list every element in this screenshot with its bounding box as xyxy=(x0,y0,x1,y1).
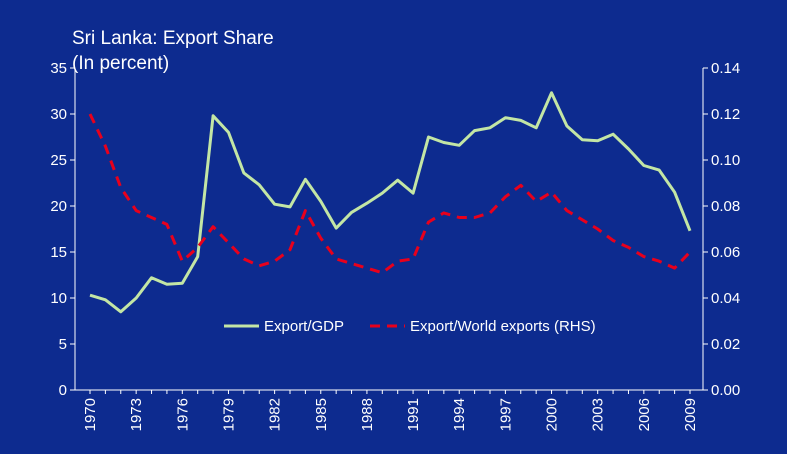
x-tick-label: 1988 xyxy=(359,398,376,431)
x-tick-label: 1973 xyxy=(128,398,145,431)
right-tick-label: 0.04 xyxy=(711,290,740,307)
right-tick-label: 0.14 xyxy=(711,60,740,77)
x-tick-label: 1982 xyxy=(267,398,284,431)
x-tick-label: 1976 xyxy=(174,398,191,431)
left-tick-label: 15 xyxy=(50,244,67,261)
x-tick-label: 2003 xyxy=(590,398,607,431)
chart-title: Sri Lanka: Export Share xyxy=(72,28,274,49)
chart-legend: Export/GDP Export/World exports (RHS) xyxy=(224,318,596,335)
x-tick-label: 1979 xyxy=(220,398,237,431)
chart-subtitle: (In percent) xyxy=(72,53,170,74)
series-line-2 xyxy=(88,113,692,275)
left-tick-label: 10 xyxy=(50,290,67,307)
left-tick-label: 30 xyxy=(50,106,67,123)
right-tick-label: 0.02 xyxy=(711,336,740,353)
x-tick-label: 1970 xyxy=(82,398,99,431)
legend-label: Export/GDP xyxy=(264,318,344,335)
x-tick-label: 1994 xyxy=(451,398,468,431)
left-tick-label: 20 xyxy=(50,198,67,215)
chart-axes: 0 5 10 15 20 25 30 35 0.00 0.02 0.04 0.06 0.08 0.10 0.… xyxy=(50,60,740,431)
right-tick-label: 0.10 xyxy=(711,152,740,169)
x-tick-label: 2009 xyxy=(682,398,699,431)
legend-label: Export/World exports (RHS) xyxy=(410,318,596,335)
right-tick-label: 0.08 xyxy=(711,198,740,215)
x-tick-label: 1997 xyxy=(497,398,514,431)
right-tick-label: 0.00 xyxy=(711,382,740,399)
x-tick-label: 1991 xyxy=(405,398,422,431)
x-tick-label: 1985 xyxy=(313,398,330,431)
x-tick-label: 2000 xyxy=(544,398,561,431)
x-tick-label: 2006 xyxy=(636,398,653,431)
chart-series xyxy=(88,91,692,314)
left-tick-label: 35 xyxy=(50,60,67,77)
right-tick-label: 0.12 xyxy=(711,106,740,123)
right-tick-label: 0.06 xyxy=(711,244,740,261)
series-line-1 xyxy=(89,91,692,314)
left-tick-label: 0 xyxy=(59,382,67,399)
left-tick-label: 25 xyxy=(50,152,67,169)
left-tick-label: 5 xyxy=(59,336,67,353)
